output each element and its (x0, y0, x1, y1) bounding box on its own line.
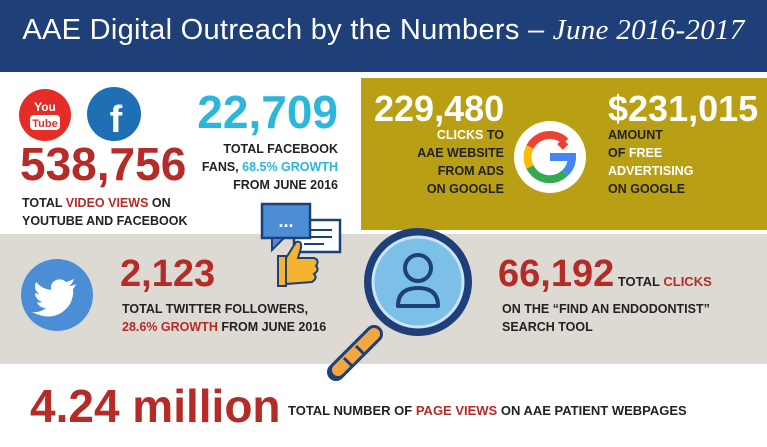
page-title: AAE Digital Outreach by the Numbers – Ju… (22, 14, 745, 46)
svg-text:You: You (34, 100, 56, 114)
advertising-value: $231,015 (608, 88, 759, 129)
advertising-label: amount of free advertising on Google (608, 128, 694, 196)
twitter-followers-label: Total Twitter followers, 28.6% growth fr… (122, 302, 327, 334)
facebook-icon: f (87, 87, 141, 141)
search-clicks-value: 66,192 (498, 253, 615, 295)
chat-thumbs-up-icon: ... (260, 202, 342, 287)
google-icon (514, 121, 586, 193)
video-views-value: 538,756 (20, 138, 187, 190)
youtube-icon: You Tube (19, 89, 71, 141)
svg-text:Tube: Tube (32, 118, 57, 130)
magnifying-glass-icon (327, 228, 472, 381)
header-bar (0, 0, 767, 72)
google-clicks-value: 229,480 (374, 88, 505, 129)
facebook-fans-value: 22,709 (197, 86, 338, 138)
svg-text:...: ... (278, 211, 293, 231)
facebook-fans-label: Total Facebook fans, 68.5% growth from J… (201, 142, 338, 192)
page-views-label: Total number of page views on AAE patien… (288, 403, 687, 418)
page-views-value: 4.24 million (30, 380, 281, 432)
google-clicks-label: clicks to AAE website from ads on Google (417, 128, 504, 196)
search-clicks-row: 66,192 total clicks (498, 253, 712, 295)
twitter-icon (21, 259, 93, 331)
search-clicks-label: on the “Find an Endodontist” search tool (502, 302, 710, 334)
twitter-followers-value: 2,123 (120, 253, 216, 295)
svg-text:f: f (110, 99, 123, 141)
